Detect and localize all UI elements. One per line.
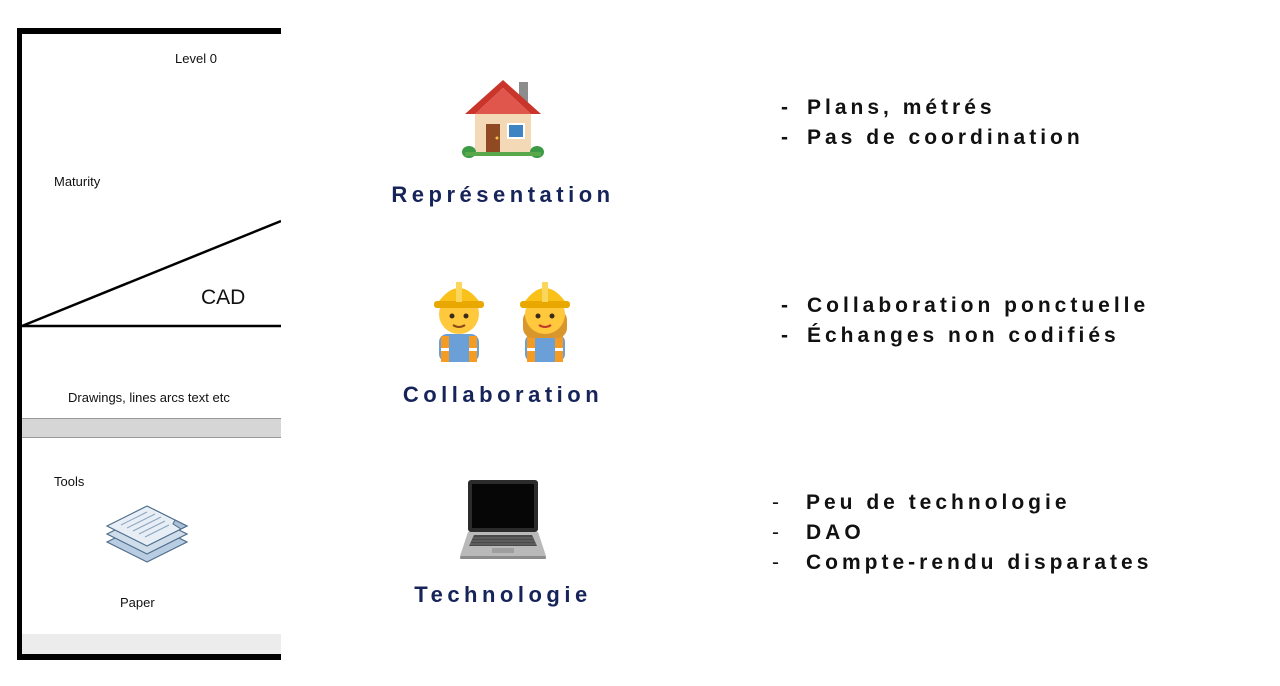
bullet-marker: - bbox=[772, 521, 779, 544]
bullet-text: Peu de technologie bbox=[806, 491, 1071, 514]
bullet-item: - Pas de coordination bbox=[781, 123, 1084, 153]
paper-label: Paper bbox=[120, 595, 155, 610]
bullet-marker: - bbox=[781, 294, 788, 317]
worker-woman-icon bbox=[520, 282, 570, 362]
bullet-text: Compte-rendu disparates bbox=[806, 551, 1153, 574]
paper-stack-icon bbox=[105, 505, 189, 563]
collaboration-bullets: - Collaboration ponctuelle - Échanges non … bbox=[781, 291, 1149, 351]
diagram-border-bottom bbox=[17, 654, 281, 660]
maturity-ramp-line bbox=[21, 219, 281, 328]
bullet-item: - Peu de technologie bbox=[772, 488, 1152, 518]
bullet-marker: - bbox=[772, 551, 779, 574]
bullet-marker: - bbox=[781, 96, 788, 119]
bullet-item: - Compte-rendu disparates bbox=[772, 548, 1152, 578]
maturity-lines bbox=[21, 219, 281, 328]
worker-man-icon bbox=[434, 282, 484, 362]
construction-workers-icon bbox=[434, 282, 570, 362]
drawings-label: Drawings, lines arcs text etc bbox=[68, 390, 230, 405]
bullet-text: Pas de coordination bbox=[807, 126, 1084, 149]
level-label: Level 0 bbox=[175, 51, 217, 66]
bullet-text: DAO bbox=[806, 521, 865, 544]
bullet-marker: - bbox=[772, 491, 779, 514]
diagram-border-top bbox=[17, 28, 281, 34]
category-label-technologie: Technologie bbox=[414, 582, 592, 607]
category-representation: Représentation bbox=[380, 74, 626, 208]
maturity-diagram: Level 0 Maturity CAD Drawings, lines arc… bbox=[17, 28, 281, 660]
bullet-marker: - bbox=[781, 324, 788, 347]
bullet-item: - Collaboration ponctuelle bbox=[781, 291, 1149, 321]
diagram-border-left bbox=[17, 28, 22, 660]
tools-separator-band bbox=[22, 418, 281, 438]
technologie-bullets: - Peu de technologie - DAO - Compte-rendu d… bbox=[772, 488, 1152, 578]
category-label-collaboration: Collaboration bbox=[402, 382, 604, 407]
representation-bullets: - Plans, métrés - Pas de coordination bbox=[781, 93, 1084, 153]
diagram-bottom-strip bbox=[22, 634, 281, 654]
bullet-item: - Plans, métrés bbox=[781, 93, 1084, 123]
bullet-text: Collaboration ponctuelle bbox=[807, 294, 1150, 317]
house-icon bbox=[462, 80, 544, 158]
maturity-label: Maturity bbox=[54, 174, 101, 189]
laptop-icon bbox=[460, 480, 546, 559]
category-technologie: Technologie bbox=[380, 474, 626, 608]
tools-label: Tools bbox=[54, 474, 85, 489]
cad-label: CAD bbox=[201, 286, 246, 309]
bullet-item: - DAO bbox=[772, 518, 1152, 548]
category-label-representation: Représentation bbox=[391, 182, 615, 207]
bullet-item: - Échanges non codifiés bbox=[781, 321, 1149, 351]
category-collaboration: Collaboration bbox=[380, 274, 626, 408]
bullet-text: Échanges non codifiés bbox=[807, 324, 1120, 347]
bullet-marker: - bbox=[781, 126, 788, 149]
bullet-text: Plans, métrés bbox=[807, 96, 996, 119]
